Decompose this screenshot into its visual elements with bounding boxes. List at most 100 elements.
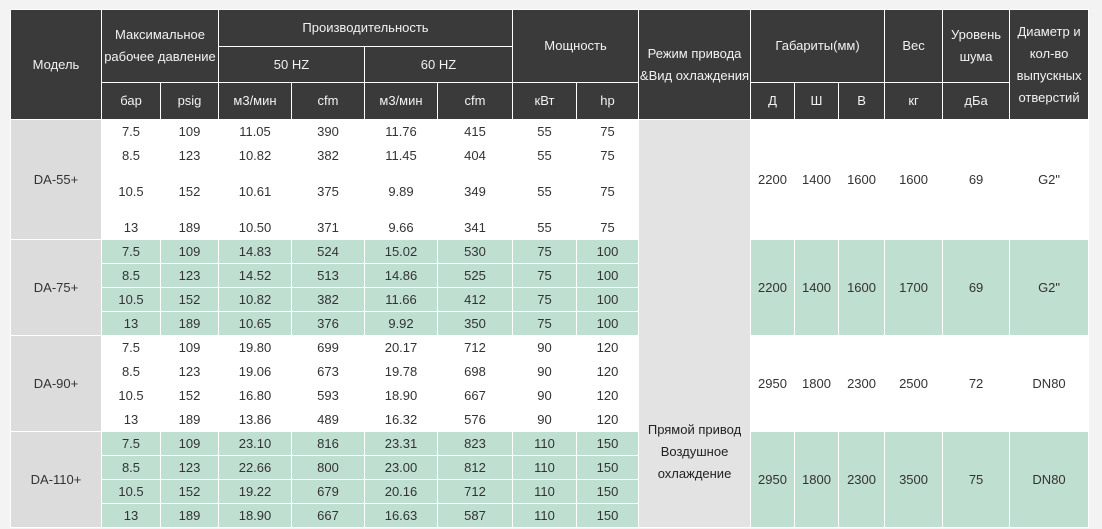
cell-bar: 13 <box>101 214 161 240</box>
unit-dba: дБа <box>942 82 1011 120</box>
cell-hp: 75 <box>575 119 640 144</box>
cell-m3-50: 18.90 <box>218 503 292 528</box>
cell-kw: 55 <box>512 167 577 215</box>
cell-bar: 8.5 <box>101 359 161 384</box>
spec-table: Модель Максимальное рабочее давление Про… <box>10 9 1090 528</box>
cell-hp: 120 <box>575 407 640 432</box>
cell-bar: 7.5 <box>101 119 161 144</box>
cell-psig: 152 <box>160 287 219 312</box>
cell-m3-50: 10.61 <box>218 167 292 215</box>
drive-mode-text: Воздушное <box>660 443 729 459</box>
table-row: 10.5 152 10.61 375 9.89 349 55 75 <box>11 167 1089 215</box>
cell-kw: 90 <box>512 335 577 360</box>
table-row: 8.5 123 10.82 382 11.45 404 55 75 <box>11 143 1089 168</box>
unit-bar: бар <box>101 82 161 120</box>
cell-kw: 75 <box>512 287 577 312</box>
cell-m3-60: 20.16 <box>364 479 438 504</box>
header-max-pressure: Максимальное рабочее давление <box>101 9 219 83</box>
cell-psig: 152 <box>160 167 219 215</box>
cell-m3-50: 10.65 <box>218 311 292 336</box>
cell-m3-50: 13.86 <box>218 407 292 432</box>
cell-kw: 75 <box>512 239 577 264</box>
spec-weight: 1700 <box>884 239 944 336</box>
cell-cfm-60: 530 <box>437 239 513 264</box>
cell-bar: 8.5 <box>101 143 161 168</box>
unit-length: Д <box>750 82 796 120</box>
header-model: Модель <box>10 9 102 120</box>
cell-m3-50: 10.82 <box>218 143 292 168</box>
cell-cfm-60: 404 <box>437 143 513 168</box>
cell-hp: 150 <box>575 503 640 528</box>
cell-psig: 123 <box>160 455 219 480</box>
spec-d: 2200 <box>750 239 796 336</box>
cell-m3-60: 9.66 <box>364 214 438 240</box>
cell-cfm-60: 349 <box>437 167 513 215</box>
table-row: 8.5 123 19.06 673 19.78 698 90 120 <box>11 359 1089 384</box>
spec-h: 1600 <box>838 119 886 240</box>
cell-cfm-60: 712 <box>437 479 513 504</box>
spec-weight: 3500 <box>884 431 944 528</box>
cell-hp: 120 <box>575 359 640 384</box>
cell-m3-50: 11.05 <box>218 119 292 144</box>
unit-m3-60: м3/мин <box>364 82 438 120</box>
table-row: 13 189 13.86 489 16.32 576 90 120 <box>11 407 1089 432</box>
cell-cfm-50: 524 <box>291 239 365 264</box>
cell-psig: 123 <box>160 263 219 288</box>
cell-m3-50: 10.82 <box>218 287 292 312</box>
spec-noise: 75 <box>942 431 1011 528</box>
spec-outlet: G2" <box>1009 119 1090 240</box>
cell-bar: 13 <box>101 407 161 432</box>
cell-m3-60: 11.76 <box>364 119 438 144</box>
spec-h: 1600 <box>838 239 886 336</box>
cell-m3-50: 14.83 <box>218 239 292 264</box>
cell-psig: 109 <box>160 119 219 144</box>
cell-cfm-50: 593 <box>291 383 365 408</box>
table-body: DA-55+ 7.5 109 11.05 390 11.76 415 55 75 Прямой п… <box>10 119 1090 528</box>
unit-hp: hp <box>575 82 640 120</box>
cell-cfm-50: 390 <box>291 119 365 144</box>
cell-cfm-50: 375 <box>291 167 365 215</box>
header-dimensions: Габариты(мм) <box>750 9 886 83</box>
cell-m3-60: 18.90 <box>364 383 438 408</box>
table-row: DA-75+ 7.5 109 14.83 524 15.02 530 75 100 2200 140… <box>10 239 1090 336</box>
spec-outlet: DN80 <box>1009 335 1090 432</box>
cell-m3-60: 14.86 <box>364 263 438 288</box>
unit-width: Ш <box>794 82 840 120</box>
header-power: Мощность <box>511 9 640 83</box>
cell-cfm-60: 698 <box>437 359 513 384</box>
spec-weight: 2500 <box>884 335 944 432</box>
cell-kw: 110 <box>512 479 577 504</box>
cell-bar: 10.5 <box>101 479 161 504</box>
spec-w: 1400 <box>794 239 840 336</box>
cell-m3-50: 10.50 <box>218 214 292 240</box>
cell-cfm-50: 489 <box>291 407 365 432</box>
cell-cfm-60: 525 <box>437 263 513 288</box>
table-row: 8.5 123 22.66 800 23.00 812 110 150 <box>11 455 1089 480</box>
cell-cfm-50: 667 <box>291 503 365 528</box>
unit-cfm-50: cfm <box>291 82 365 120</box>
cell-m3-60: 16.32 <box>364 407 438 432</box>
cell-kw: 90 <box>512 407 577 432</box>
cell-psig: 152 <box>160 479 219 504</box>
cell-kw: 55 <box>512 143 577 168</box>
cell-hp: 120 <box>575 335 640 360</box>
table-row: 13 189 10.50 371 9.66 341 55 75 <box>11 214 1089 240</box>
header-60hz: 60 HZ <box>364 46 513 83</box>
cell-psig: 152 <box>160 383 219 408</box>
spec-d: 2950 <box>750 431 796 528</box>
spec-d: 2200 <box>750 119 796 240</box>
cell-kw: 75 <box>512 311 577 336</box>
cell-bar: 10.5 <box>101 287 161 312</box>
cell-m3-50: 19.80 <box>218 335 292 360</box>
cell-m3-60: 19.78 <box>364 359 438 384</box>
cell-cfm-50: 513 <box>291 263 365 288</box>
cell-m3-60: 15.02 <box>364 239 438 264</box>
cell-psig: 123 <box>160 359 219 384</box>
cell-psig: 109 <box>160 431 219 456</box>
table-row: 13 189 18.90 667 16.63 587 110 150 <box>11 503 1089 528</box>
cell-m3-60: 9.89 <box>364 167 438 215</box>
cell-m3-60: 16.63 <box>364 503 438 528</box>
model-name: DA-90+ <box>10 335 102 432</box>
unit-kw: кВт <box>512 82 577 120</box>
unit-psig: psig <box>160 82 219 120</box>
